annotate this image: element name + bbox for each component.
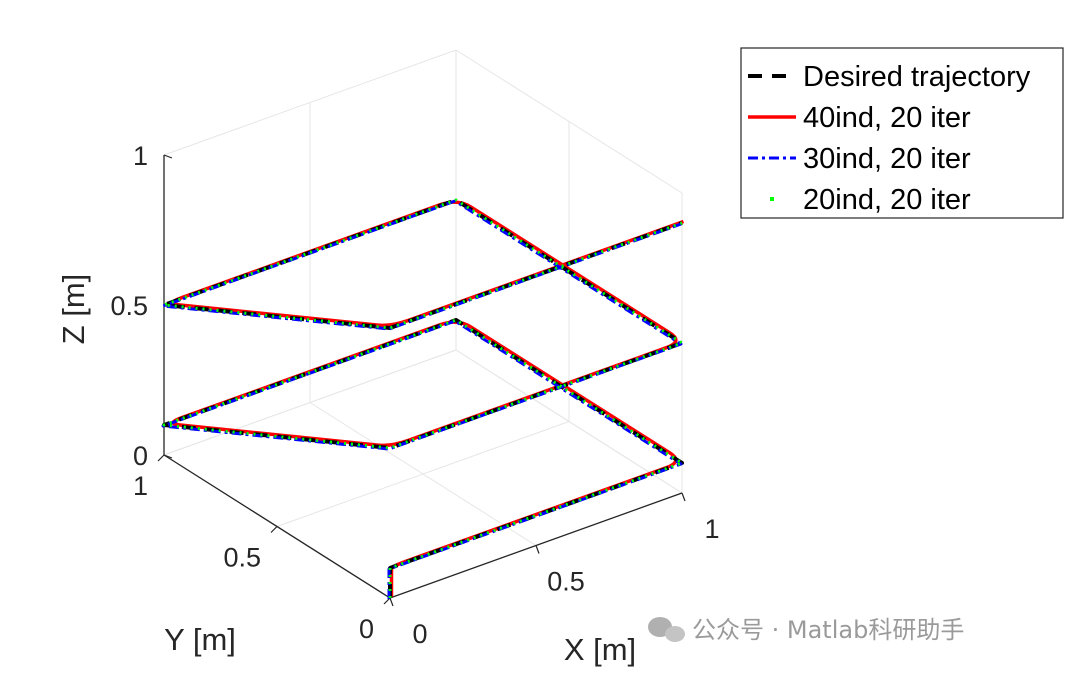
axes (157, 154, 686, 607)
series-line-3 (161, 199, 683, 599)
grid-line (163, 49, 457, 156)
y-axis-label: Y [m] (164, 622, 236, 657)
series-line-4 (162, 198, 684, 598)
axis-labels: X [m] Y [m] Z [m] (56, 274, 636, 667)
x-tick-label: 0.5 (547, 567, 585, 597)
y-tick-mark (157, 454, 165, 462)
watermark-text: 公众号 · Matlab科研助手 (692, 616, 964, 644)
wechat-bubble-small (665, 626, 685, 642)
x-axis-label: X [m] (564, 632, 636, 667)
z-tick-label: 1 (133, 141, 148, 171)
series-lines (161, 198, 685, 599)
x-tick-mark (389, 597, 394, 607)
x-tick-mark (535, 545, 540, 554)
x-tick-mark (681, 492, 686, 502)
wechat-icon (648, 617, 685, 642)
x-tick-label: 1 (704, 514, 719, 544)
x-tick-label: 0 (412, 619, 427, 649)
grid-lines (163, 49, 683, 599)
z-tick-mark (163, 454, 173, 459)
watermark: 公众号 · Matlab科研助手 (648, 616, 964, 644)
grid-line (455, 349, 683, 494)
z-tick-label: 0 (133, 441, 148, 471)
z-tick-label: 0.5 (110, 291, 148, 321)
series-line-2 (171, 200, 685, 597)
legend-entry: 40ind, 20 iter (803, 102, 971, 134)
z-tick-mark (163, 154, 173, 159)
grid-line (455, 49, 683, 194)
legend-entry: 20ind, 20 iter (803, 184, 971, 216)
z-axis-label: Z [m] (56, 274, 91, 345)
y-tick-label: 1 (133, 471, 148, 501)
y-tick-label: 0.5 (223, 543, 261, 573)
grid-line (163, 349, 457, 456)
y-tick-mark (270, 526, 278, 533)
legend-box (740, 47, 1064, 219)
y-tick-label: 0 (359, 614, 374, 644)
legend-entry: Desired trajectory (803, 61, 1031, 93)
grid-line (276, 421, 570, 527)
legend: Desired trajectory 40ind, 20 iter 30ind, 2… (740, 47, 1064, 219)
legend-entry: 30ind, 20 iter (803, 143, 971, 175)
